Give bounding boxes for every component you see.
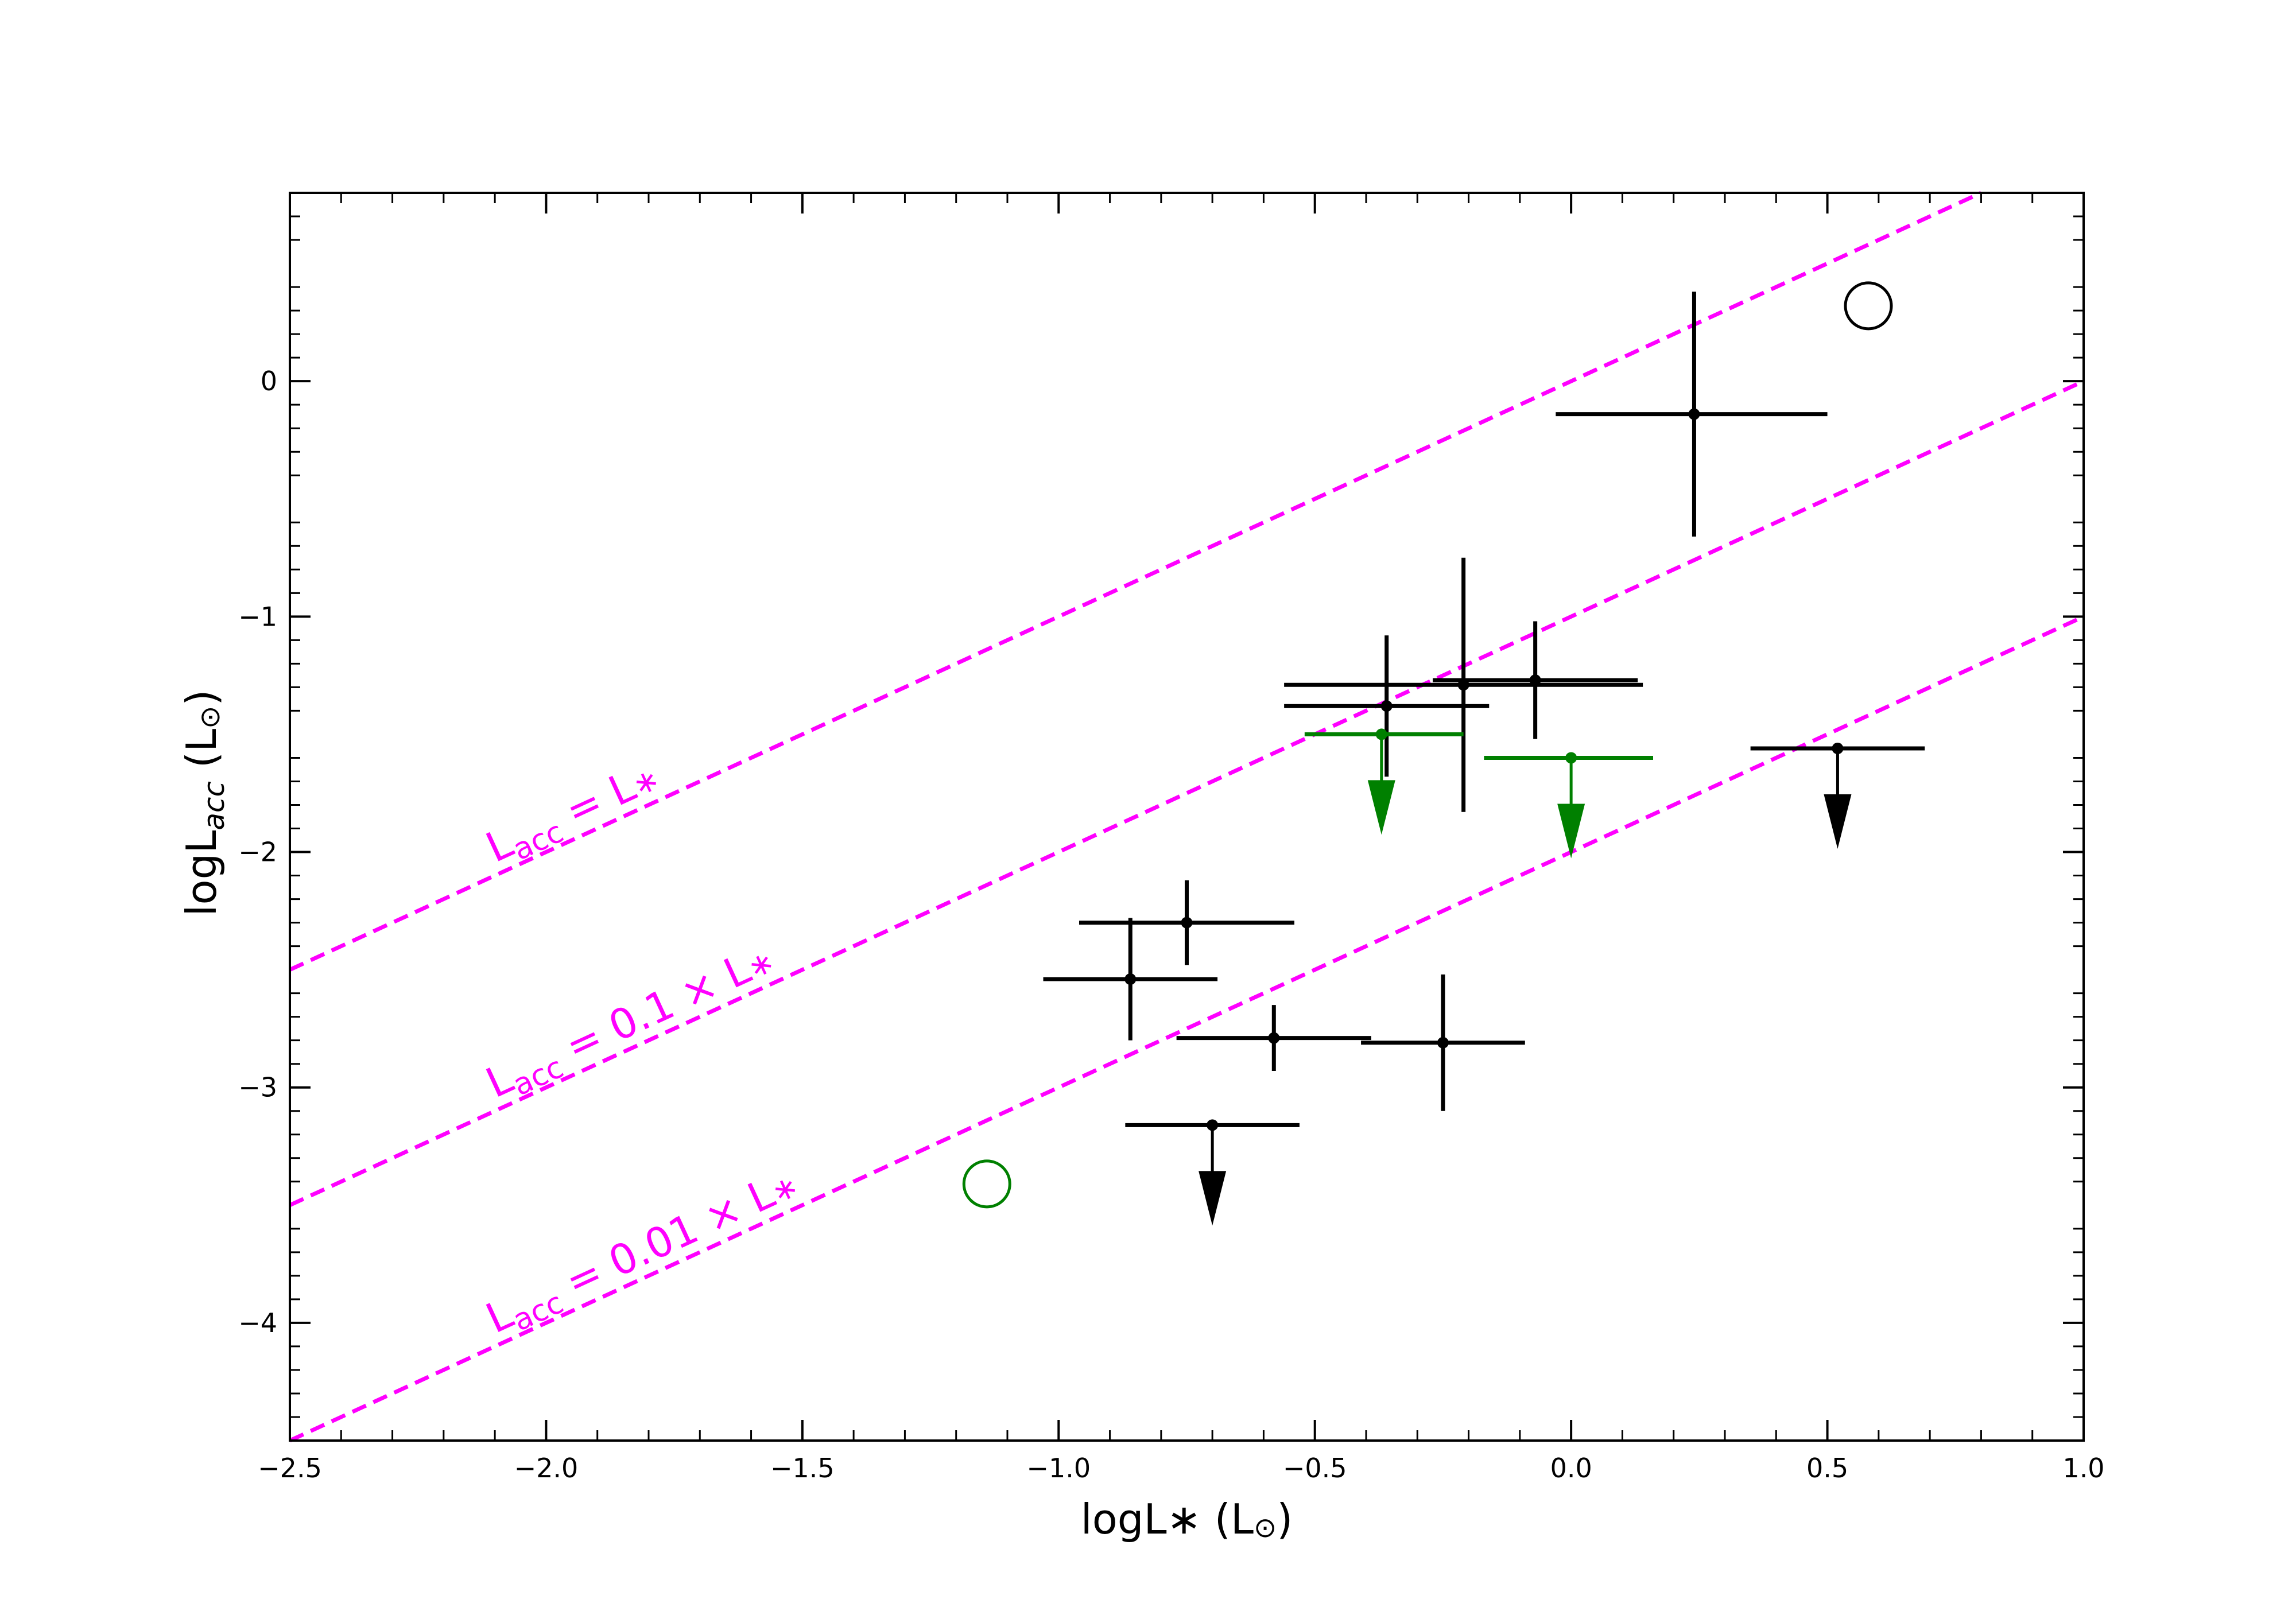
x-tick-label: 0.5 (1806, 1453, 1848, 1484)
upper-limit-arrow (1367, 780, 1395, 835)
data-point (1433, 621, 1638, 739)
axis-ticks (289, 192, 2085, 1441)
data-marker (1565, 752, 1577, 764)
data-marker (1181, 917, 1193, 929)
x-tick-label: −2.0 (514, 1453, 579, 1484)
data-marker (1832, 743, 1844, 755)
upper-limit-arrow (1557, 804, 1585, 859)
reference-line (289, 191, 1982, 972)
y-tick-label: −2 (238, 837, 277, 868)
y-tick-label: −1 (238, 601, 277, 632)
open-circle-marker (962, 1159, 1011, 1209)
data-points (962, 281, 1925, 1226)
x-tick-label: −2.5 (258, 1453, 322, 1484)
data-marker (1124, 973, 1137, 985)
x-tick-label: 1.0 (2062, 1453, 2104, 1484)
reference-line-label: Lacc = 0.01 × L∗ (479, 1158, 808, 1348)
x-tick-label: −0.5 (1283, 1453, 1347, 1484)
reference-line-label: Lacc = L∗ (479, 751, 669, 877)
data-point (1556, 292, 1828, 537)
open-circle-marker (1844, 281, 1893, 331)
upper-limit-point (1304, 728, 1464, 835)
upper-limit-point (1484, 752, 1653, 859)
upper-limit-arrow (1199, 1171, 1227, 1226)
data-point (1176, 1005, 1371, 1072)
data-marker (1380, 700, 1393, 712)
reference-line (289, 615, 2085, 1443)
upper-limit-arrow (1824, 794, 1852, 849)
tick-labels: −2.5 −2.0 −1.5 −1.0 −0.5 0.0 0.5 1.0 0 −1 −2 −3 −4 (238, 366, 2104, 1484)
x-tick-label: −1.0 (1026, 1453, 1091, 1484)
y-axis-title: logLacc (L⊙) (177, 690, 231, 917)
data-marker (1688, 408, 1700, 420)
x-tick-label: −1.5 (770, 1453, 835, 1484)
data-marker (1529, 674, 1541, 686)
reference-line-labels: Lacc = L∗ Lacc = 0.1 × L∗ Lacc = 0.01 × L∗ (479, 751, 808, 1348)
x-axis-title: logL∗ (L⊙) (1081, 1495, 1293, 1544)
plot-frame (289, 192, 2085, 1442)
data-marker (1207, 1119, 1219, 1131)
reference-line (289, 379, 2085, 1207)
y-tick-label: −3 (238, 1072, 277, 1103)
data-marker (1437, 1037, 1449, 1049)
x-tick-label: 0.0 (1550, 1453, 1592, 1484)
reference-lines (289, 191, 2085, 1443)
data-marker (1375, 728, 1387, 740)
upper-limit-point (1125, 1119, 1300, 1226)
data-point (1361, 974, 1525, 1111)
data-point (1079, 880, 1294, 965)
y-tick-label: 0 (261, 366, 277, 397)
data-point (1043, 918, 1218, 1041)
data-point (1284, 635, 1490, 777)
data-marker (1268, 1032, 1280, 1044)
data-point (1284, 557, 1643, 812)
upper-limit-point (1750, 743, 1925, 849)
reference-line-label: Lacc = 0.1 × L∗ (479, 934, 784, 1112)
y-tick-label: −4 (238, 1307, 277, 1338)
